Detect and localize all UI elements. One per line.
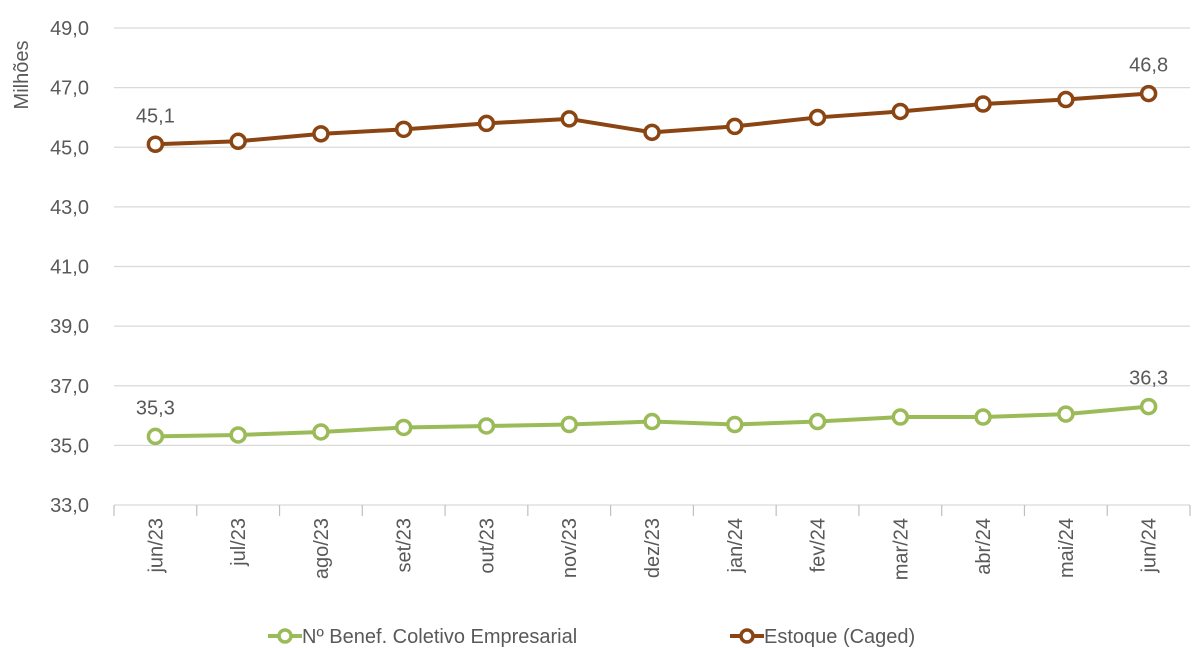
data-label: 45,1 <box>136 105 175 127</box>
gridlines <box>114 27 1190 506</box>
y-axis-label: Milhões <box>11 41 33 110</box>
x-tick-label: set/23 <box>394 518 416 572</box>
x-tick-label: mai/24 <box>1056 518 1078 578</box>
y-tick-label: 47,0 <box>50 78 89 100</box>
x-tick-label: jun/24 <box>1139 518 1161 574</box>
legend-label: Estoque (Caged) <box>764 626 915 648</box>
data-point <box>146 427 165 446</box>
legend-item: Nº Benef. Coletivo Empresarial <box>268 626 577 648</box>
data-point <box>891 408 910 426</box>
data-point <box>808 412 827 431</box>
y-tick-label: 35,0 <box>50 435 89 457</box>
data-point <box>891 102 910 121</box>
y-tick-label: 45,0 <box>50 137 89 159</box>
data-point <box>726 117 744 136</box>
x-tick-label: mar/24 <box>890 518 912 580</box>
data-label: 36,3 <box>1129 368 1168 390</box>
legend-swatch-marker <box>277 628 293 644</box>
y-tick-label: 39,0 <box>50 316 89 338</box>
data-point <box>312 423 330 441</box>
data-point <box>643 412 661 431</box>
data-point <box>1057 405 1075 423</box>
y-tick-label: 43,0 <box>50 197 89 219</box>
data-point <box>974 408 992 426</box>
data-point <box>394 418 413 437</box>
data-point <box>1139 397 1158 416</box>
y-tick-label: 37,0 <box>50 376 89 398</box>
legend: Nº Benef. Coletivo Empresarial Estoque (C… <box>268 626 915 648</box>
x-axis: jun/23 jul/23 ago/23 set/23 out/23 nov/23 dez/… <box>113 505 1191 580</box>
y-tick-label: 41,0 <box>50 257 89 279</box>
x-tick-label: ago/23 <box>311 518 333 579</box>
data-point <box>560 110 578 128</box>
data-point <box>643 123 661 142</box>
x-tick-label: fev/24 <box>808 518 830 572</box>
y-tick-label: 33,0 <box>50 495 89 517</box>
series-group: 35,3 36,3 45,1 46,8 <box>136 55 1168 446</box>
data-point <box>229 132 247 151</box>
data-label: 35,3 <box>136 397 175 419</box>
y-tick-label: 49,0 <box>50 18 89 40</box>
data-point <box>1057 90 1075 109</box>
data-point <box>477 114 496 133</box>
x-tick-label: jan/24 <box>725 518 747 574</box>
legend-item: Estoque (Caged) <box>730 626 915 648</box>
x-tick-label: dez/23 <box>642 518 664 578</box>
data-point <box>229 426 247 444</box>
y-axis: 33,0 35,0 37,0 39,0 41,0 43,0 45,0 47,0 49,0 <box>50 18 89 517</box>
data-point <box>312 125 330 143</box>
legend-label: Nº Benef. Coletivo Empresarial <box>302 626 577 648</box>
x-tick-label: nov/23 <box>559 518 581 578</box>
data-point <box>477 417 496 435</box>
data-point <box>146 135 165 154</box>
data-label: 46,8 <box>1129 55 1168 77</box>
data-point <box>808 108 827 127</box>
x-tick-label: out/23 <box>476 518 498 574</box>
x-tick-label: jun/23 <box>145 518 167 574</box>
data-point <box>394 120 413 139</box>
data-point <box>1139 84 1158 103</box>
series-1: 35,3 36,3 <box>136 368 1168 446</box>
legend-swatch-marker <box>739 628 755 644</box>
series-2: 45,1 46,8 <box>136 55 1168 154</box>
data-point <box>726 415 744 434</box>
data-point <box>974 95 992 113</box>
x-tick-label: jul/23 <box>228 518 250 567</box>
data-point <box>560 415 578 434</box>
x-tick-label: abr/24 <box>973 518 995 575</box>
